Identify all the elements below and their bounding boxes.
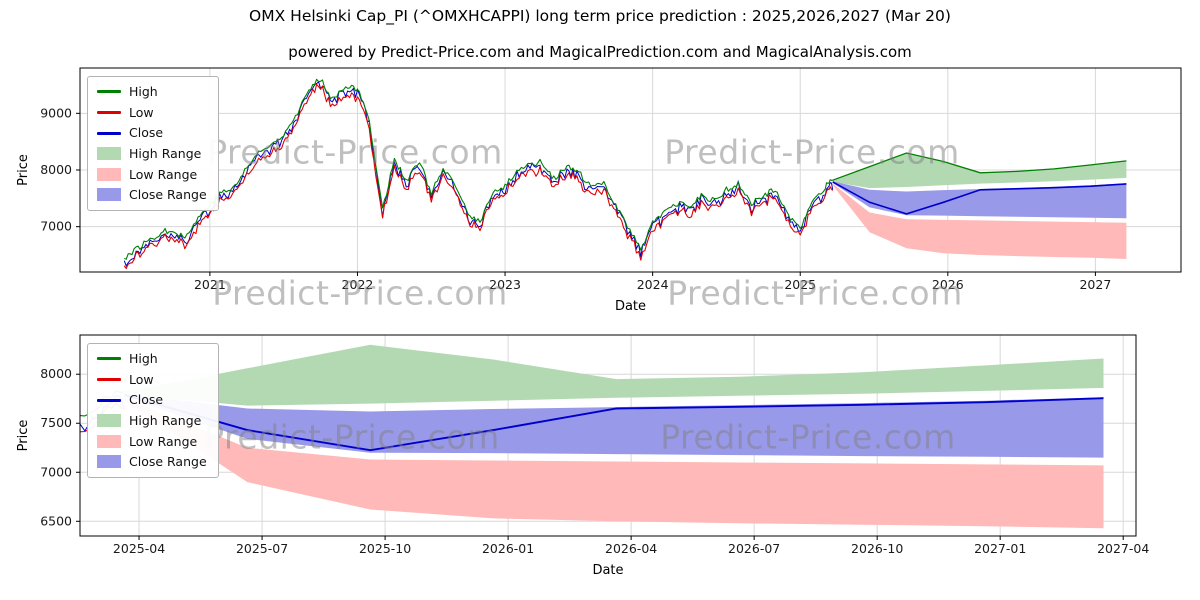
x-tick-label: 2025 <box>784 277 816 292</box>
legend-item-high: High <box>97 351 207 367</box>
legend-item-close-range: Close Range <box>97 187 207 203</box>
legend-label: Close <box>129 392 164 408</box>
y-tick-label: 8000 <box>40 162 72 177</box>
chart-subtitle: powered by Predict-Price.com and Magical… <box>288 43 912 61</box>
legend-label: Low Range <box>129 166 198 182</box>
plot-area <box>123 78 1127 270</box>
legend-swatch-close <box>97 398 121 402</box>
x-tick-label: 2025-07 <box>236 541 288 556</box>
legend-top-chart: High Low Close High Range Low Range Close Ran… <box>87 76 219 211</box>
legend-item-close-range: Close Range <box>97 454 207 470</box>
x-tick-label: 2026-04 <box>605 541 657 556</box>
legend-item-high-range: High Range <box>97 146 207 162</box>
close-range-area <box>832 181 1127 219</box>
legend-swatch-high <box>97 357 121 361</box>
low-range-area <box>124 397 1104 529</box>
legend-swatch-close <box>97 131 121 135</box>
y-axis-label: Price <box>16 154 31 186</box>
high-prediction-line <box>832 152 1127 181</box>
high-line-history <box>124 78 833 260</box>
chart-prediction-detail: 2025-04 2025-07 2025-10 2026-01 2026-04 2026-… <box>16 334 1149 578</box>
legend-swatch-high-range <box>97 147 121 161</box>
legend-label: High <box>129 351 158 366</box>
plot-border <box>79 334 1137 537</box>
legend-label: Close Range <box>129 454 207 470</box>
close-prediction-line <box>832 181 1127 215</box>
close-line-history <box>123 80 834 268</box>
y-tick-label: 7000 <box>40 464 72 479</box>
legend-label: Close <box>129 125 164 141</box>
x-tick-label: 2027-04 <box>1097 541 1149 556</box>
legend-label: Low <box>129 371 154 387</box>
legend-item-high-range: High Range <box>97 413 207 429</box>
x-axis-label: Date <box>615 299 646 314</box>
legend-swatch-close-range <box>97 188 121 202</box>
x-tick-label: 2027 <box>1079 277 1111 292</box>
x-tick-label: 2026 <box>932 277 964 292</box>
legend-swatch-high <box>97 90 121 94</box>
close-range-area <box>124 393 1104 458</box>
legend-bottom-chart: High Low Close High Range Low Range Close Ran… <box>87 343 219 478</box>
high-range-area <box>124 344 1104 406</box>
legend-swatch-low <box>97 110 121 114</box>
x-axis-label: Date <box>592 563 623 578</box>
legend-label: High Range <box>129 412 202 428</box>
legend-item-close: Close <box>97 125 207 141</box>
legend-item-low: Low <box>97 372 207 388</box>
legend-swatch-low-range <box>97 434 121 448</box>
x-tick-label: 2024 <box>637 277 669 292</box>
legend-item-close: Close <box>97 392 207 408</box>
legend-label: High <box>129 84 158 99</box>
high-range-area <box>832 153 1127 189</box>
x-tick-label: 2026-10 <box>851 541 903 556</box>
legend-label: Close Range <box>129 187 207 203</box>
legend-item-high: High <box>97 84 207 100</box>
legend-item-low-range: Low Range <box>97 434 207 450</box>
y-tick-label: 6500 <box>40 513 72 528</box>
x-tick-label: 2026-07 <box>728 541 780 556</box>
x-tick-label: 2025-10 <box>359 541 411 556</box>
legend-swatch-close-range <box>97 455 121 469</box>
x-tick-label: 2021 <box>194 277 226 292</box>
y-axis-label: Price <box>16 420 31 452</box>
x-tick-label: 2026-01 <box>482 541 534 556</box>
y-tick-label: 7500 <box>40 415 72 430</box>
x-tick-label: 2025-04 <box>113 541 165 556</box>
legend-label: Low Range <box>129 433 198 449</box>
legend-label: Low <box>129 104 154 120</box>
plot-area <box>80 344 1104 529</box>
y-tick-label: 9000 <box>40 105 72 120</box>
low-range-area <box>832 183 1127 259</box>
legend-swatch-low <box>97 377 121 381</box>
low-line-history <box>123 83 834 270</box>
chart-title: OMX Helsinki Cap_PI (^OMXHCAPPI) long te… <box>249 7 951 25</box>
legend-label: High Range <box>129 145 202 161</box>
close-prediction-line <box>124 393 1104 452</box>
legend-swatch-high-range <box>97 414 121 428</box>
chart-history-with-prediction: 2021 2022 2023 2024 2025 2026 2027 7000 8000 9000… <box>16 67 1182 314</box>
y-tick-label: 8000 <box>40 366 72 381</box>
legend-swatch-low-range <box>97 167 121 181</box>
legend-item-low-range: Low Range <box>97 167 207 183</box>
x-tick-label: 2027-01 <box>974 541 1026 556</box>
y-tick-label: 7000 <box>40 219 72 234</box>
x-tick-label: 2022 <box>342 277 374 292</box>
legend-item-low: Low <box>97 105 207 121</box>
x-tick-label: 2023 <box>489 277 521 292</box>
